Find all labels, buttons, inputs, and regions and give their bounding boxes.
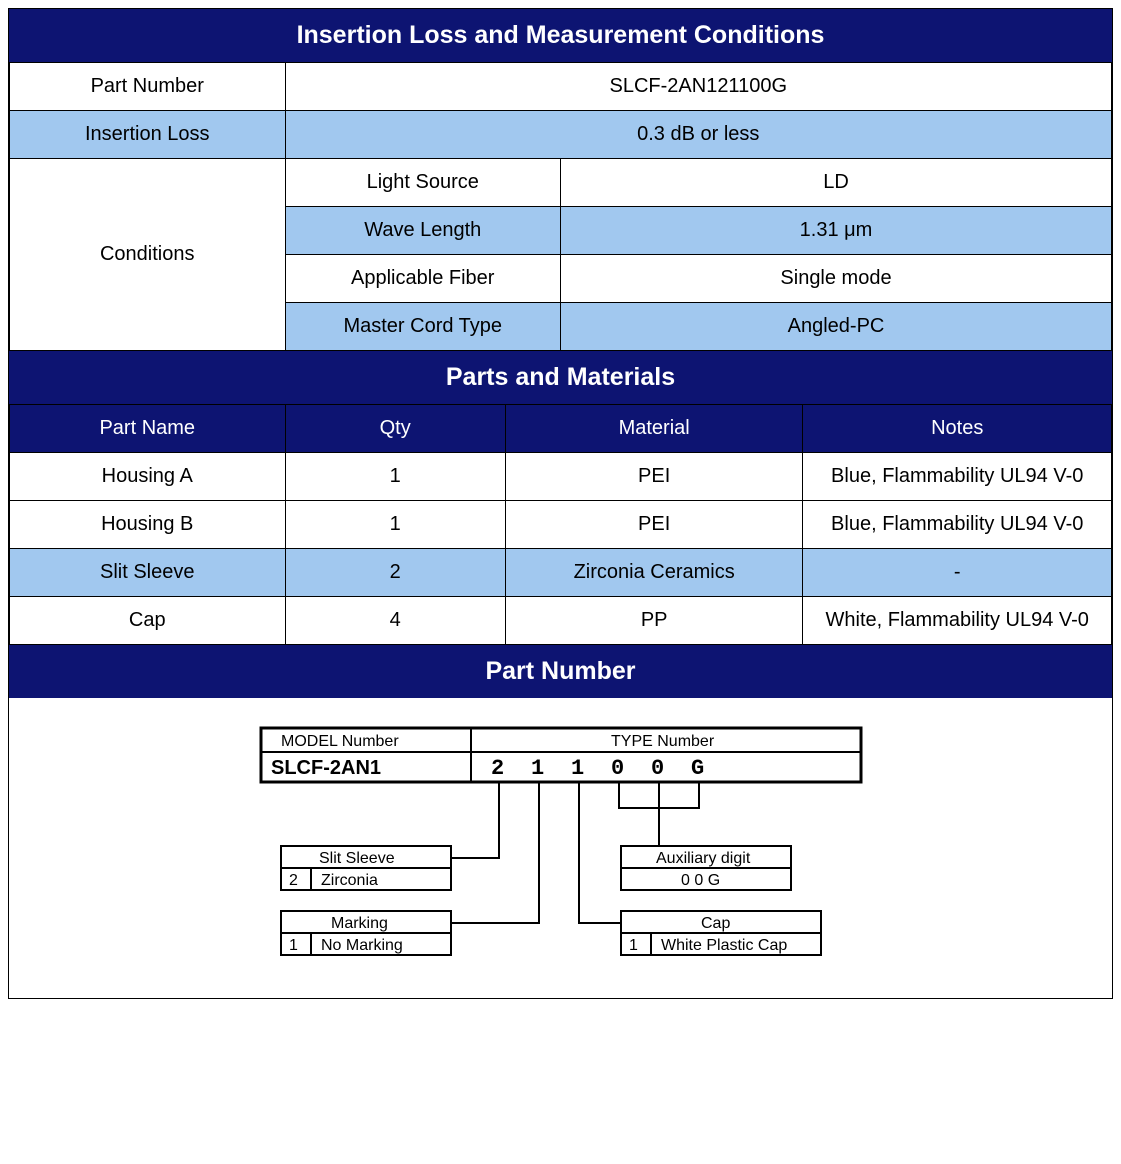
row1-notes: Blue, Flammability UL94 V-0 (803, 501, 1112, 549)
cap-code: 1 (629, 937, 638, 954)
row3-qty: 4 (285, 597, 505, 645)
row3-name: Cap (10, 597, 286, 645)
cond-0-label: Light Source (285, 159, 561, 207)
row0-name: Housing A (10, 453, 286, 501)
type-digit-1: 1 (531, 756, 562, 781)
spec-sheet: Insertion Loss and Measurement Condition… (8, 8, 1113, 999)
section2-title: Parts and Materials (9, 351, 1112, 404)
cond-2-value: Single mode (561, 255, 1112, 303)
section1-title: Insertion Loss and Measurement Condition… (9, 9, 1112, 62)
col-material: Material (505, 405, 803, 453)
model-number-label: MODEL Number (281, 733, 399, 750)
parts-materials-table: Part Name Qty Material Notes Housing A 1… (9, 404, 1112, 645)
model-value: SLCF-2AN1 (271, 757, 381, 779)
slit-sleeve-code: 2 (289, 872, 298, 889)
type-digit-5: G (691, 756, 722, 781)
row2-name: Slit Sleeve (10, 549, 286, 597)
row0-notes: Blue, Flammability UL94 V-0 (803, 453, 1112, 501)
slit-sleeve-title: Slit Sleeve (319, 850, 395, 867)
part-number-diagram: .bx { fill:#fff; stroke:#000; stroke-wid… (241, 718, 881, 968)
section3-title: Part Number (9, 645, 1112, 698)
slit-sleeve-desc: Zirconia (321, 872, 378, 889)
insertion-loss-label: Insertion Loss (10, 111, 286, 159)
cond-0-value: LD (561, 159, 1112, 207)
row3-notes: White, Flammability UL94 V-0 (803, 597, 1112, 645)
row3-mat: PP (505, 597, 803, 645)
cond-1-value: 1.31 μm (561, 207, 1112, 255)
conditions-label: Conditions (10, 159, 286, 351)
part-number-diagram-wrap: .bx { fill:#fff; stroke:#000; stroke-wid… (9, 698, 1112, 998)
row1-qty: 1 (285, 501, 505, 549)
marking-title: Marking (331, 915, 388, 932)
cond-3-label: Master Cord Type (285, 303, 561, 351)
row0-qty: 1 (285, 453, 505, 501)
aux-code: 0 0 G (681, 872, 720, 889)
cap-desc: White Plastic Cap (661, 937, 787, 954)
part-number-value: SLCF-2AN121100G (285, 63, 1112, 111)
row2-mat: Zirconia Ceramics (505, 549, 803, 597)
row1-name: Housing B (10, 501, 286, 549)
row2-notes: - (803, 549, 1112, 597)
aux-title: Auxiliary digit (656, 850, 751, 867)
col-qty: Qty (285, 405, 505, 453)
marking-desc: No Marking (321, 937, 403, 954)
type-digit-2: 1 (571, 756, 602, 781)
type-digit-0: 2 (491, 756, 522, 781)
col-notes: Notes (803, 405, 1112, 453)
row2-qty: 2 (285, 549, 505, 597)
row1-mat: PEI (505, 501, 803, 549)
col-part-name: Part Name (10, 405, 286, 453)
part-number-label: Part Number (10, 63, 286, 111)
type-digit-4: 0 (651, 756, 682, 781)
cap-title: Cap (701, 915, 730, 932)
cond-1-label: Wave Length (285, 207, 561, 255)
row0-mat: PEI (505, 453, 803, 501)
type-number-label: TYPE Number (611, 733, 715, 750)
insertion-loss-value: 0.3 dB or less (285, 111, 1112, 159)
cond-2-label: Applicable Fiber (285, 255, 561, 303)
type-digit-3: 0 (611, 756, 642, 781)
marking-code: 1 (289, 937, 298, 954)
insertion-loss-table: Part Number SLCF-2AN121100G Insertion Lo… (9, 62, 1112, 351)
cond-3-value: Angled-PC (561, 303, 1112, 351)
